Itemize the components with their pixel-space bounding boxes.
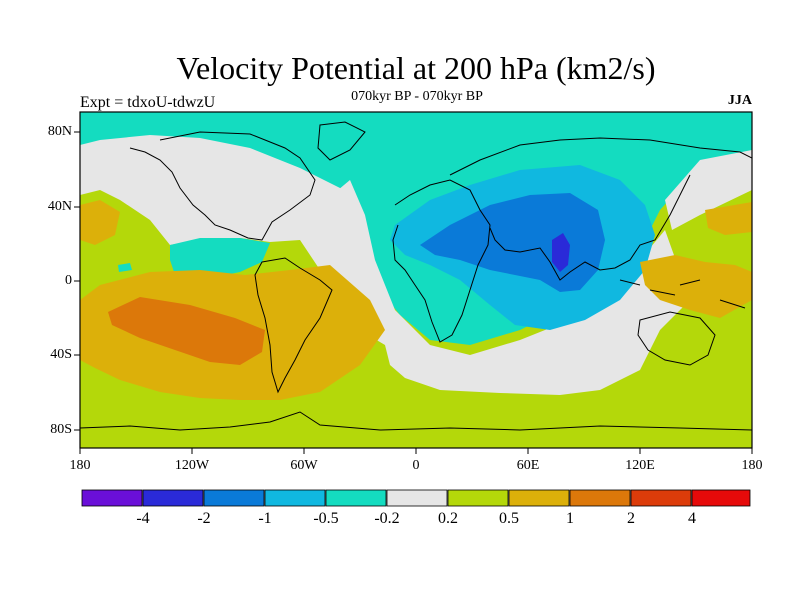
greenland-coast xyxy=(317,121,366,161)
neutral-arc-south xyxy=(300,180,690,395)
colorbar-label: 0.2 xyxy=(438,510,458,527)
x-tick-label: 180 xyxy=(741,458,763,473)
y-tick-label: 80S xyxy=(50,422,72,437)
neutral-west-north xyxy=(80,135,352,245)
x-tick-label: 120E xyxy=(625,458,655,473)
season-label: JJA xyxy=(727,93,752,108)
colorbar-label: -0.2 xyxy=(374,510,400,527)
colorbar-box-1 xyxy=(81,489,143,507)
colorbar-label: -4 xyxy=(136,510,150,527)
colorbar-box-10 xyxy=(630,489,692,507)
colorbar-box-7 xyxy=(447,489,509,507)
positive-1-south-pacific xyxy=(108,297,265,365)
colorbar-box-11 xyxy=(691,489,751,507)
colorbar xyxy=(81,489,751,507)
north-america-coast xyxy=(129,131,316,241)
velocity-potential-field xyxy=(80,112,752,448)
neutral-east-north xyxy=(665,150,752,230)
x-tick-label: 0 xyxy=(412,458,420,473)
south-america-coast xyxy=(254,257,333,394)
x-tick-label: 60W xyxy=(290,458,318,473)
colorbar-box-5 xyxy=(325,489,387,507)
negative-02-patch xyxy=(118,263,132,272)
colorbar-box-6 xyxy=(386,489,448,507)
positive-05-maritime xyxy=(640,255,752,318)
positive-05-northeast xyxy=(705,202,752,235)
asia-coast xyxy=(449,137,752,281)
colorbar-label: 4 xyxy=(688,510,696,527)
y-tick-label: 80N xyxy=(47,124,72,139)
x-tick-label: 120W xyxy=(174,458,210,473)
colorbar-box-9 xyxy=(569,489,631,507)
x-tick-label: 180 xyxy=(69,458,91,473)
y-tick-label: 40S xyxy=(50,347,72,362)
plot-subtitle: 070kyr BP - 070kyr BP xyxy=(351,89,483,104)
negative-2-core xyxy=(552,233,570,272)
europe-africa-coast xyxy=(392,179,491,343)
colorbar-label: 2 xyxy=(627,510,635,527)
antarctica-coast xyxy=(80,411,752,431)
y-tick-label: 40N xyxy=(47,199,72,214)
southeast-asia-islands xyxy=(619,279,746,309)
experiment-label: Expt = tdxoU-tdwzU xyxy=(80,94,216,111)
coastlines xyxy=(80,121,752,431)
plot-title: Velocity Potential at 200 hPa (km2/s) xyxy=(176,50,656,86)
colorbar-box-2 xyxy=(142,489,204,507)
colorbar-label: 0.5 xyxy=(499,510,519,527)
x-tick-label: 60E xyxy=(516,458,540,473)
colorbar-label: -2 xyxy=(197,510,211,527)
colorbar-label: -0.5 xyxy=(313,510,339,527)
colorbar-label: -1 xyxy=(258,510,272,527)
colorbar-box-4 xyxy=(264,489,326,507)
negative-02-caribbean xyxy=(170,238,270,280)
positive-05-west-edge xyxy=(80,200,120,245)
axis-ticks xyxy=(74,131,753,454)
y-tick-label: 0 xyxy=(65,273,72,288)
colorbar-box-3 xyxy=(203,489,265,507)
colorbar-label: 1 xyxy=(566,510,574,527)
australia-coast xyxy=(637,311,716,366)
colorbar-box-8 xyxy=(508,489,570,507)
